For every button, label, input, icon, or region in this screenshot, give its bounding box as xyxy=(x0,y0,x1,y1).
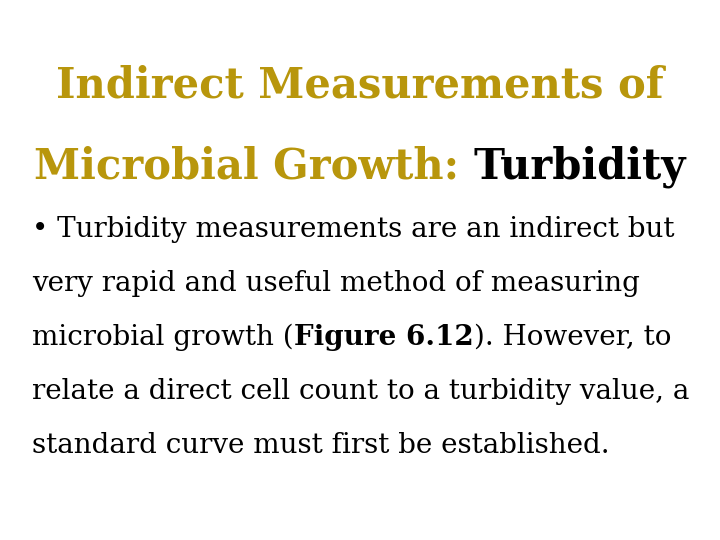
Text: relate a direct cell count to a turbidity value, a: relate a direct cell count to a turbidit… xyxy=(32,378,690,405)
Text: • Turbidity measurements are an indirect but: • Turbidity measurements are an indirect… xyxy=(32,216,675,243)
Text: Microbial Growth:: Microbial Growth: xyxy=(0,146,440,188)
Text: microbial growth (: microbial growth ( xyxy=(32,324,294,352)
Text: standard curve must first be established.: standard curve must first be established… xyxy=(32,432,610,459)
Text: ). However, to: ). However, to xyxy=(474,324,671,351)
Text: Microbial Growth: Turbidity: Microbial Growth: Turbidity xyxy=(34,146,686,188)
Text: Figure 6.12: Figure 6.12 xyxy=(294,324,474,351)
Text: Indirect Measurements of: Indirect Measurements of xyxy=(56,65,664,107)
Text: very rapid and useful method of measuring: very rapid and useful method of measurin… xyxy=(32,270,640,297)
Text: Turbidity: Turbidity xyxy=(474,146,686,188)
